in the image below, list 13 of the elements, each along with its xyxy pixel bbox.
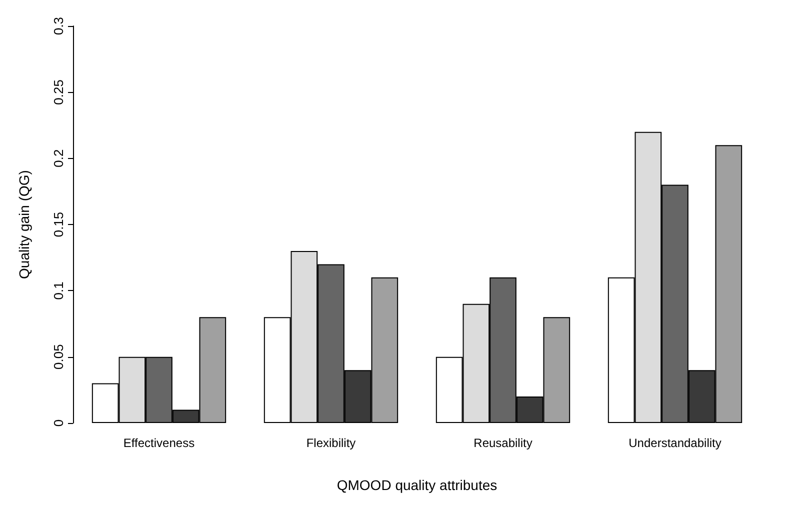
y-tick-label: 0 xyxy=(51,419,66,427)
x-tick-label: Understandability xyxy=(628,436,722,450)
y-tick-label: 0.05 xyxy=(51,344,66,370)
y-tick-label: 0.3 xyxy=(51,16,66,36)
x-tick-label: Reusability xyxy=(474,436,532,450)
x-tick-label: Effectiveness xyxy=(123,436,195,450)
x-tick-label: Flexibility xyxy=(306,436,356,450)
y-tick-label: 0.25 xyxy=(51,80,66,105)
y-tick-label: 0.1 xyxy=(51,282,66,300)
y-axis-title: Quality gain (QG) xyxy=(16,170,32,279)
x-axis-title: QMOOD quality attributes xyxy=(336,477,498,493)
y-tick-label: 0.2 xyxy=(51,149,66,168)
y-tick-label: 0.15 xyxy=(51,212,66,238)
